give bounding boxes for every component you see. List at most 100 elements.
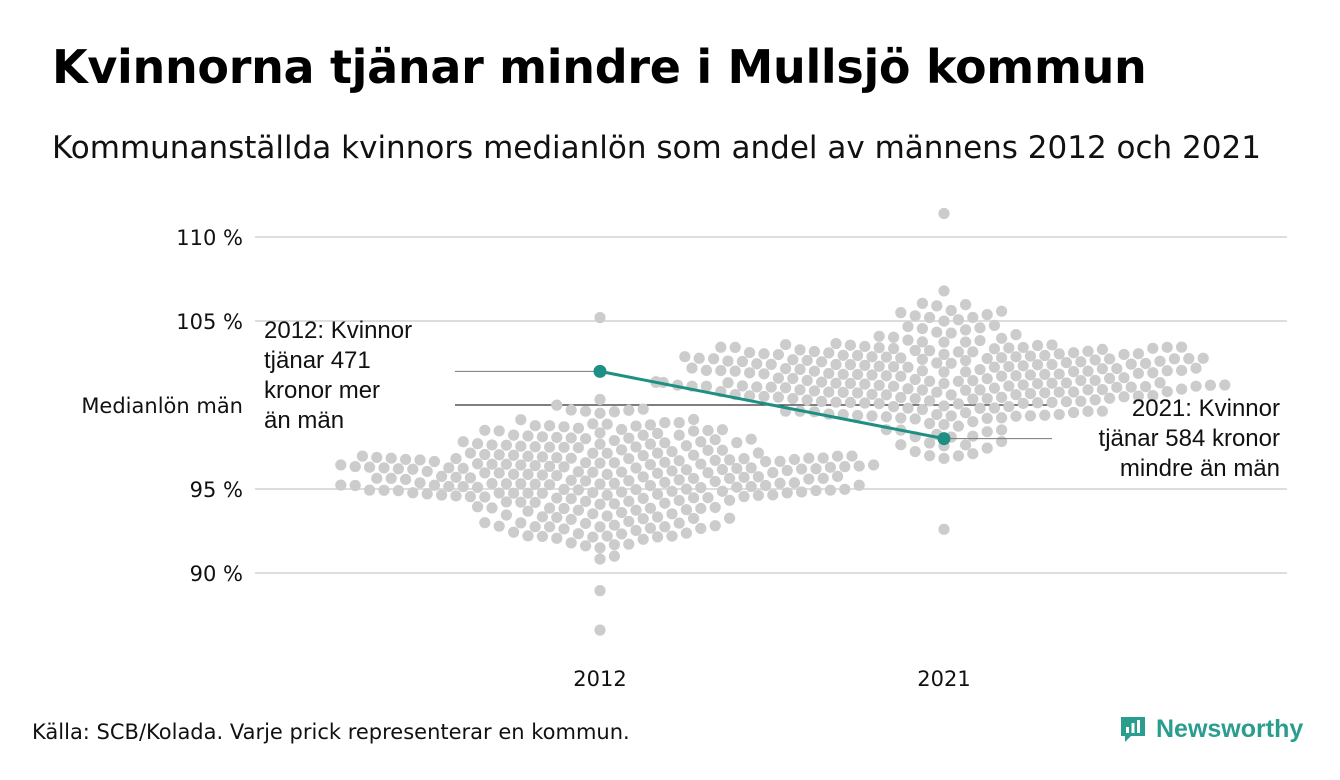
municipality-dot bbox=[1082, 365, 1094, 377]
municipality-dot bbox=[808, 365, 821, 377]
municipality-dot bbox=[780, 338, 792, 351]
municipality-dot bbox=[594, 427, 606, 439]
municipality-dot bbox=[924, 311, 936, 324]
municipality-dot bbox=[736, 380, 749, 392]
municipality-dot bbox=[443, 462, 455, 474]
municipality-dot bbox=[637, 403, 649, 415]
municipality-dot bbox=[817, 452, 829, 464]
y-tick-label: Medianlön män bbox=[81, 394, 243, 418]
municipality-dot bbox=[736, 355, 749, 368]
chart-subtitle: Kommunanställda kvinnors medianlön som a… bbox=[52, 130, 1261, 166]
municipality-dot bbox=[895, 352, 907, 364]
municipality-dot bbox=[902, 383, 914, 395]
municipality-dot bbox=[594, 312, 606, 324]
municipality-dot bbox=[909, 344, 921, 357]
municipality-dot bbox=[888, 331, 900, 343]
municipality-dot bbox=[823, 386, 835, 398]
municipality-dot bbox=[587, 486, 599, 499]
municipality-dot bbox=[608, 498, 621, 510]
municipality-dot bbox=[902, 334, 914, 346]
municipality-dot bbox=[450, 471, 462, 483]
municipality-dot bbox=[551, 399, 563, 411]
municipality-dot bbox=[371, 472, 383, 484]
municipality-dot bbox=[801, 354, 813, 367]
municipality-dot bbox=[630, 420, 642, 432]
municipality-dot bbox=[945, 389, 957, 401]
municipality-dot bbox=[349, 460, 361, 473]
municipality-dot bbox=[594, 553, 606, 565]
municipality-dot bbox=[565, 404, 577, 416]
municipality-dot bbox=[909, 413, 921, 425]
municipality-dot bbox=[938, 366, 950, 378]
municipality-dot bbox=[780, 382, 792, 394]
municipality-dot bbox=[760, 479, 772, 492]
municipality-dot bbox=[515, 440, 527, 452]
municipality-dot bbox=[673, 517, 685, 529]
y-tick-label: 110 % bbox=[176, 226, 243, 250]
municipality-dot bbox=[981, 442, 993, 454]
municipality-dot bbox=[731, 481, 743, 493]
municipality-dot bbox=[938, 336, 950, 348]
municipality-dot bbox=[572, 528, 585, 540]
municipality-dot bbox=[902, 402, 914, 414]
municipality-dot bbox=[335, 479, 347, 491]
municipality-dot bbox=[700, 380, 713, 392]
municipality-dot bbox=[580, 475, 592, 487]
x-tick-label: 2021 bbox=[917, 667, 970, 691]
municipality-dot bbox=[895, 307, 907, 319]
municipality-dot bbox=[967, 346, 979, 358]
municipality-dot bbox=[1024, 369, 1036, 381]
municipality-dot bbox=[774, 477, 786, 489]
municipality-dot bbox=[356, 450, 368, 462]
municipality-dot bbox=[832, 470, 844, 482]
municipality-dot bbox=[580, 433, 592, 445]
municipality-dot bbox=[558, 421, 570, 433]
municipality-dot bbox=[924, 375, 936, 387]
municipality-dot bbox=[1003, 380, 1015, 392]
municipality-dot bbox=[1140, 381, 1152, 393]
municipality-dot bbox=[788, 477, 801, 489]
municipality-dot bbox=[1147, 390, 1159, 402]
municipality-dot bbox=[652, 447, 664, 459]
municipality-dot bbox=[1082, 405, 1094, 417]
municipality-dot bbox=[659, 476, 671, 488]
municipality-dot bbox=[844, 339, 857, 351]
municipality-dot bbox=[407, 487, 419, 499]
chart-title: Kvinnorna tjänar mindre i Mullsjö kommun bbox=[52, 40, 1147, 94]
municipality-dot bbox=[421, 488, 433, 500]
municipality-dot bbox=[558, 502, 570, 515]
municipality-dot bbox=[844, 359, 857, 371]
municipality-dot bbox=[816, 376, 828, 388]
municipality-dot bbox=[515, 517, 527, 529]
municipality-dot bbox=[888, 401, 900, 413]
y-tick-label: 90 % bbox=[190, 562, 243, 586]
municipality-dot bbox=[909, 445, 921, 458]
municipality-dot bbox=[1046, 396, 1058, 408]
municipality-dot bbox=[1010, 389, 1022, 401]
brand-logo[interactable]: Newsworthy bbox=[1118, 714, 1303, 744]
municipality-dot bbox=[1161, 385, 1173, 398]
municipality-dot bbox=[1190, 362, 1202, 374]
municipality-dot bbox=[688, 472, 700, 485]
municipality-dot bbox=[608, 434, 621, 447]
municipality-dot bbox=[529, 496, 541, 509]
municipality-dot bbox=[673, 494, 685, 507]
municipality-dot bbox=[916, 297, 929, 309]
municipality-dot bbox=[745, 433, 757, 445]
municipality-dot bbox=[479, 491, 491, 503]
municipality-dot bbox=[457, 436, 469, 448]
municipality-dot bbox=[1082, 384, 1094, 396]
municipality-dot bbox=[630, 504, 642, 516]
y-tick-label: 95 % bbox=[190, 478, 243, 502]
municipality-dot bbox=[507, 468, 520, 480]
municipality-dot bbox=[988, 402, 1001, 414]
municipality-dot bbox=[630, 462, 642, 474]
municipality-dot bbox=[623, 453, 635, 465]
municipality-dot bbox=[1046, 339, 1058, 351]
municipality-dot bbox=[587, 466, 599, 478]
municipality-dot bbox=[1053, 386, 1065, 398]
municipality-dot bbox=[722, 355, 734, 367]
municipality-dot bbox=[724, 472, 736, 485]
municipality-dot bbox=[680, 527, 693, 539]
municipality-dot bbox=[1219, 379, 1231, 391]
